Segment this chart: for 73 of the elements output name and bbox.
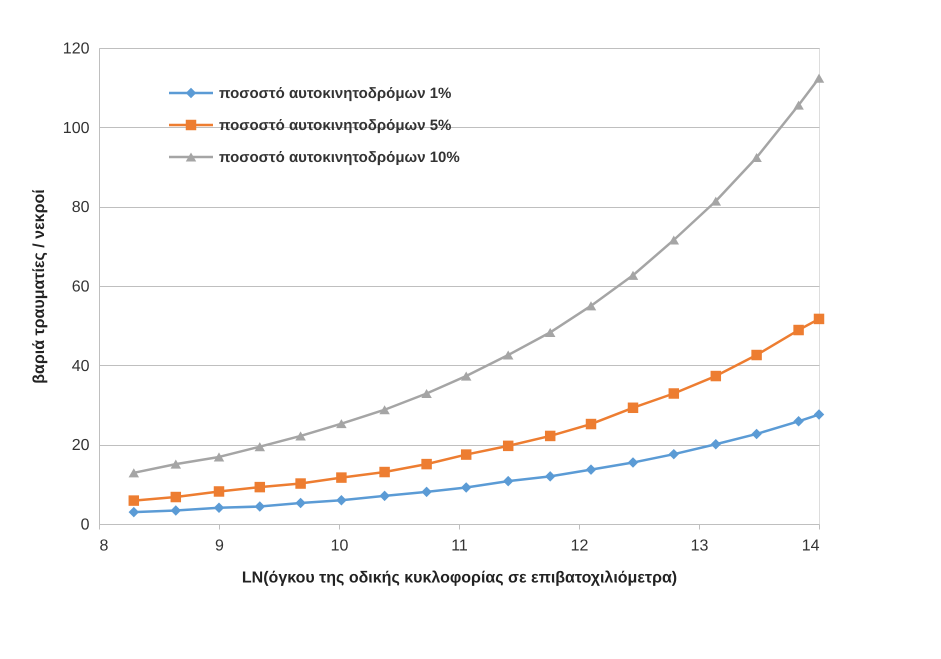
point	[751, 152, 762, 162]
point	[460, 372, 472, 381]
legend-label: ποσοστό αυτοκινητοδρόμων 5%	[219, 117, 452, 134]
point	[544, 328, 556, 337]
point	[502, 476, 514, 486]
y-tick-label: 0	[80, 516, 90, 534]
point	[295, 498, 306, 508]
point	[128, 468, 140, 478]
point	[421, 458, 432, 470]
x-tick-label: 12	[570, 538, 588, 554]
point	[254, 442, 266, 452]
point	[751, 350, 762, 360]
point	[379, 490, 390, 502]
point	[170, 460, 182, 469]
point	[336, 494, 347, 506]
point	[421, 388, 432, 398]
point	[628, 270, 638, 280]
point	[710, 196, 722, 206]
point	[460, 482, 472, 493]
x-tick-label: 11	[451, 538, 468, 554]
legend-label: ποσοστό αυτοκινητοδρόμων 1%	[219, 85, 452, 102]
point	[379, 405, 390, 414]
point	[421, 486, 432, 498]
point	[379, 466, 390, 478]
point	[336, 419, 347, 428]
point	[814, 409, 824, 420]
y-tick-label: 80	[72, 199, 90, 216]
point	[214, 452, 224, 462]
point	[710, 439, 722, 450]
y-tick-label: 120	[62, 40, 90, 58]
point	[710, 370, 722, 382]
point	[502, 440, 514, 452]
y-tick-label: 20	[72, 437, 90, 454]
point	[814, 74, 824, 83]
x-tick-label: 13	[690, 538, 708, 554]
y-tick-label: 100	[62, 120, 90, 137]
point	[628, 457, 638, 468]
point	[793, 100, 804, 110]
point	[128, 495, 140, 506]
y-tick-label: 40	[72, 358, 90, 375]
point	[668, 448, 680, 460]
point	[295, 431, 306, 440]
point	[544, 471, 556, 482]
x-tick-label: 8	[100, 538, 108, 554]
point	[295, 478, 306, 489]
point	[544, 430, 556, 442]
point	[254, 482, 266, 492]
point	[214, 502, 224, 513]
point	[586, 464, 596, 475]
point	[170, 505, 182, 516]
point	[128, 506, 140, 518]
point	[751, 428, 762, 440]
x-tick-label: 14	[802, 538, 820, 554]
x-tick-label: 9	[215, 538, 224, 554]
point	[814, 314, 824, 324]
point	[170, 492, 182, 502]
x-axis-title: LN(όγκου της οδικής κυκλοφορίας σε επιβατοχιλιόμετρα)	[242, 570, 678, 586]
point	[586, 301, 596, 310]
point	[668, 235, 680, 245]
point	[668, 388, 680, 399]
point	[586, 418, 596, 430]
x-tick-label: 10	[330, 538, 348, 554]
point	[214, 486, 224, 497]
point	[628, 402, 638, 414]
y-tick-label: 60	[72, 278, 90, 296]
point	[460, 449, 472, 460]
legend-label: ποσοστό αυτοκινητοδρόμων 10%	[219, 149, 460, 166]
point	[793, 416, 804, 427]
point	[502, 350, 514, 360]
point	[336, 472, 347, 483]
point	[254, 501, 266, 512]
point	[793, 324, 804, 336]
y-axis-title: βαριά τραυματίες / νεκροί	[30, 189, 48, 384]
